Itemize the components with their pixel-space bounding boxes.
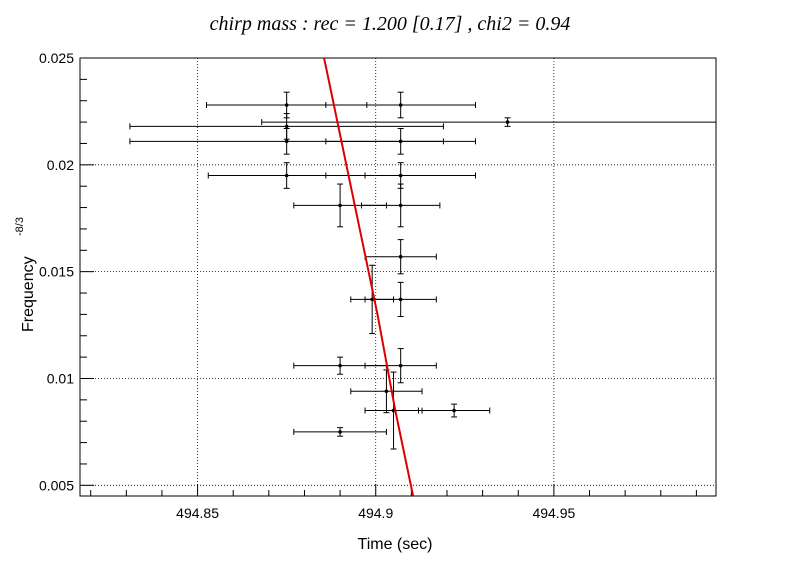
point-marker xyxy=(338,363,342,368)
data-point xyxy=(350,369,423,414)
data-point xyxy=(325,128,476,155)
point-marker xyxy=(398,254,403,259)
x-tick-label: 494.9 xyxy=(358,505,393,521)
data-point xyxy=(364,281,437,318)
data-point xyxy=(360,183,441,228)
point-marker xyxy=(398,173,403,178)
y-axis-label-superscript: -8/3 xyxy=(14,217,26,236)
y-tick-label: 0.005 xyxy=(39,477,74,493)
data-point xyxy=(364,371,423,450)
y-tick-label: 0.025 xyxy=(39,50,74,66)
point-marker xyxy=(398,297,403,302)
point-marker xyxy=(338,203,342,208)
point-marker xyxy=(384,389,389,394)
x-tick-label: 494.85 xyxy=(176,505,219,521)
x-axis-label: Time (sec) xyxy=(358,536,433,553)
point-marker xyxy=(284,139,289,144)
data-point xyxy=(293,427,387,437)
x-tick-label: 494.95 xyxy=(532,505,575,521)
plot-frame xyxy=(79,57,717,497)
point-marker xyxy=(398,203,403,208)
grid xyxy=(80,57,716,496)
point-marker xyxy=(398,103,403,107)
data-point xyxy=(325,91,476,119)
y-axis-label: Frequency xyxy=(20,256,37,332)
axis-ticks: 494.85 494.9 494.95 0.005 0.01 0.015 0.02 0.025 xyxy=(39,50,697,521)
point-marker xyxy=(398,139,403,144)
y-tick-label: 0.015 xyxy=(39,264,74,280)
chart-title: chirp mass : rec = 1.200 [0.17] , chi2 =… xyxy=(210,13,571,35)
y-tick-label: 0.01 xyxy=(47,370,74,386)
point-marker xyxy=(284,103,289,107)
point-marker xyxy=(505,120,510,124)
y-axis-label-group: Frequency -8/3 xyxy=(14,217,37,332)
data-point xyxy=(364,239,437,275)
fit-curve xyxy=(323,58,415,496)
fit-curve-group xyxy=(323,58,415,496)
point-marker xyxy=(284,173,289,178)
data-point xyxy=(364,348,437,384)
point-marker xyxy=(398,363,403,368)
data-point xyxy=(417,403,491,418)
data-point xyxy=(261,117,716,127)
data-points xyxy=(129,91,716,450)
y-tick-label: 0.02 xyxy=(47,157,74,173)
point-marker xyxy=(452,408,456,413)
point-marker xyxy=(338,430,342,434)
point-marker xyxy=(284,124,289,129)
